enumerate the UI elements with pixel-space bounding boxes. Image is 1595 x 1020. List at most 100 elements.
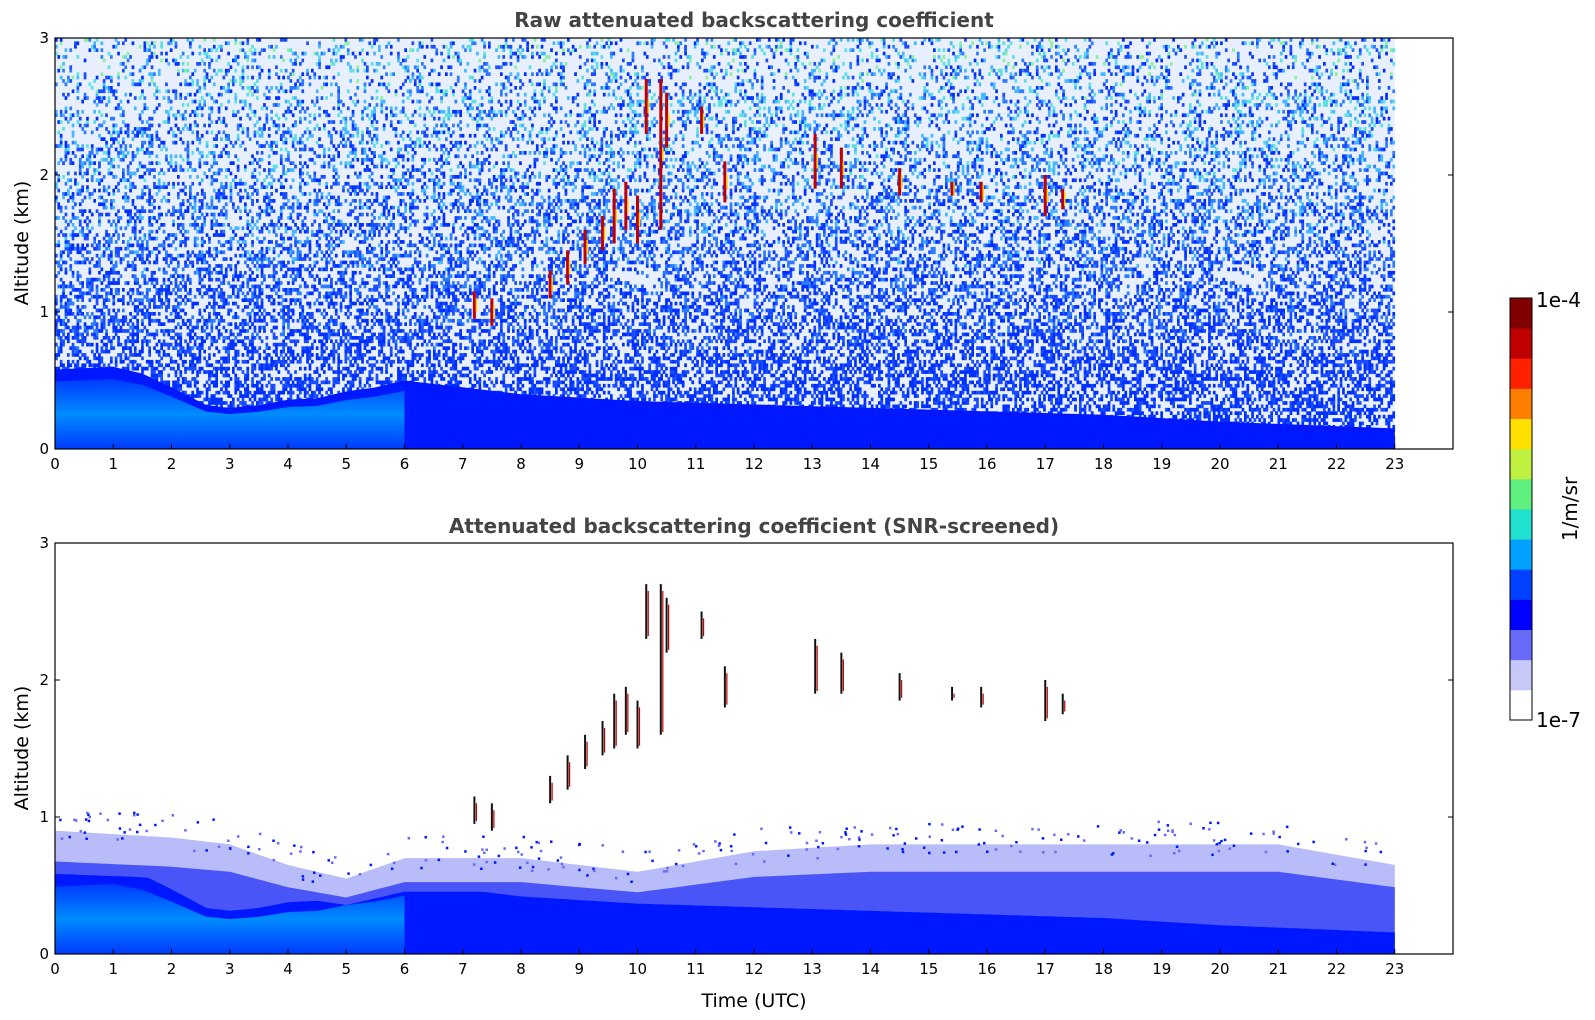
raw-noise-cell — [244, 401, 247, 405]
raw-noise-cell — [253, 89, 257, 94]
raw-noise-cell — [129, 92, 132, 97]
raw-noise-cell — [88, 157, 92, 162]
raw-noise-cell — [181, 233, 185, 237]
raw-noise-cell — [148, 277, 151, 282]
raw-noise-cell — [212, 291, 216, 296]
raw-noise-cell — [275, 151, 278, 155]
raw-noise-cell — [117, 75, 120, 80]
raw-noise-cell — [93, 353, 96, 357]
raw-noise-cell — [112, 277, 116, 282]
raw-noise-cell — [289, 383, 293, 388]
raw-noise-cell — [279, 192, 283, 196]
raw-noise-cell — [148, 168, 151, 172]
raw-noise-cell — [267, 246, 271, 251]
raw-noise-cell — [196, 380, 199, 385]
raw-noise-cell — [311, 377, 314, 381]
raw-noise-cell — [81, 188, 84, 193]
raw-noise-cell — [306, 383, 309, 388]
raw-noise-cell — [239, 383, 242, 388]
raw-noise-cell — [112, 164, 116, 169]
raw-noise-cell — [88, 277, 92, 282]
raw-noise-cell — [265, 394, 269, 398]
raw-noise-cell — [165, 329, 168, 333]
raw-noise-cell — [256, 253, 259, 258]
raw-noise-cell — [122, 178, 125, 183]
raw-noise-cell — [267, 68, 271, 73]
raw-noise-cell — [93, 315, 96, 320]
raw-noise-cell — [189, 223, 192, 227]
raw-noise-cell — [282, 305, 285, 309]
raw-noise-cell — [64, 267, 68, 272]
raw-noise-cell — [155, 154, 159, 159]
raw-noise-cell — [145, 342, 149, 347]
raw-noise-cell — [174, 346, 178, 350]
raw-noise-cell — [212, 339, 216, 344]
raw-noise-cell — [263, 103, 266, 107]
raw-noise-cell — [165, 250, 168, 255]
raw-noise-cell — [275, 223, 278, 227]
raw-noise-cell — [136, 243, 139, 248]
raw-noise-cell — [181, 318, 185, 323]
raw-noise-cell — [167, 301, 171, 306]
raw-noise-cell — [236, 380, 240, 385]
raw-noise-cell — [150, 274, 154, 278]
raw-noise-cell — [157, 137, 161, 141]
raw-noise-cell — [234, 284, 238, 289]
raw-noise-cell — [196, 359, 199, 364]
raw-noise-cell — [234, 390, 238, 395]
raw-noise-cell — [232, 236, 235, 241]
raw-noise-cell — [76, 274, 80, 278]
raw-noise-cell — [260, 363, 264, 368]
raw-noise-cell — [267, 195, 271, 200]
raw-noise-cell — [131, 291, 135, 296]
raw-noise-cell — [217, 68, 221, 73]
raw-noise-cell — [55, 353, 58, 357]
raw-noise-cell — [112, 130, 116, 135]
raw-noise-cell — [291, 86, 295, 90]
raw-noise-cell — [148, 353, 151, 357]
raw-noise-cell — [217, 44, 221, 49]
raw-noise-cell — [193, 325, 197, 330]
raw-noise-cell — [131, 199, 135, 203]
raw-noise-cell — [267, 363, 271, 368]
raw-noise-cell — [212, 267, 216, 272]
raw-noise-cell — [258, 346, 262, 350]
raw-noise-cell — [160, 41, 163, 46]
raw-noise-cell — [239, 322, 242, 326]
raw-noise-cell — [88, 192, 92, 196]
raw-noise-cell — [222, 346, 226, 350]
raw-noise-cell — [294, 223, 297, 227]
raw-noise-cell — [71, 284, 75, 289]
raw-noise-cell — [148, 233, 151, 237]
raw-noise-cell — [291, 270, 295, 275]
raw-noise-cell — [62, 281, 65, 285]
raw-noise-cell — [143, 48, 147, 52]
raw-noise-cell — [270, 147, 273, 152]
raw-noise-cell — [57, 270, 61, 275]
raw-noise-cell — [95, 332, 99, 337]
raw-noise-cell — [215, 346, 218, 350]
raw-noise-cell — [258, 205, 262, 210]
raw-noise-cell — [102, 301, 106, 306]
raw-noise-cell — [198, 277, 202, 282]
raw-noise-cell — [229, 79, 233, 83]
raw-noise-cell — [184, 68, 187, 73]
raw-noise-cell — [282, 325, 285, 330]
raw-noise-cell — [124, 195, 128, 200]
raw-noise-cell — [222, 185, 226, 189]
raw-noise-cell — [98, 212, 101, 217]
raw-noise-cell — [117, 329, 120, 333]
raw-noise-cell — [287, 157, 290, 162]
raw-noise-cell — [172, 346, 175, 350]
raw-noise-cell — [200, 267, 204, 272]
raw-noise-cell — [129, 250, 132, 255]
raw-noise-cell — [272, 229, 276, 234]
raw-noise-cell — [313, 394, 317, 398]
raw-noise-cell — [208, 106, 211, 111]
raw-noise-cell — [287, 397, 290, 402]
raw-noise-cell — [172, 274, 175, 278]
raw-noise-cell — [208, 346, 211, 350]
raw-noise-cell — [215, 390, 218, 395]
raw-noise-cell — [81, 294, 84, 299]
raw-noise-cell — [59, 339, 63, 344]
